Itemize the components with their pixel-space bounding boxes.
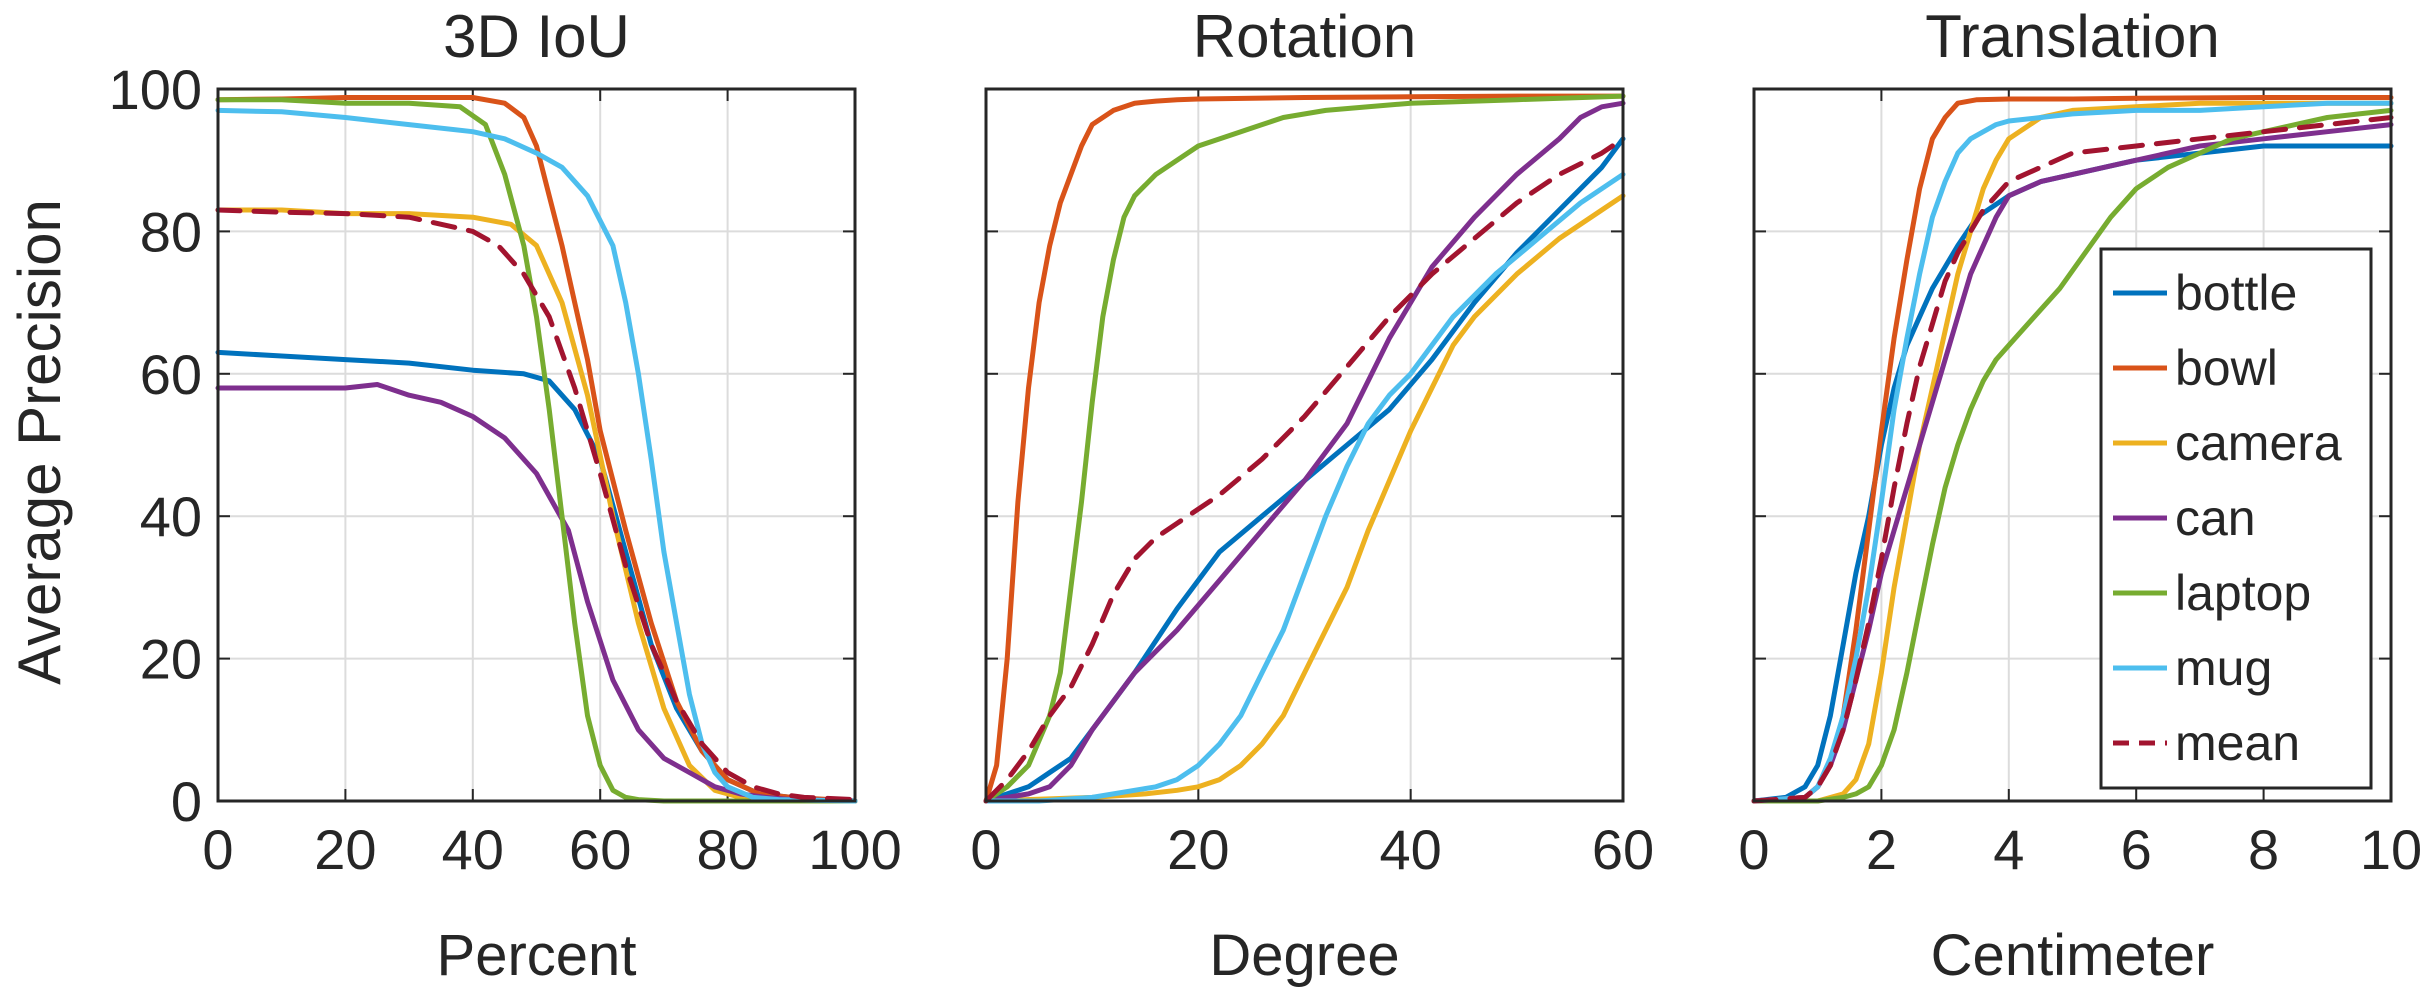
legend-label: can [2175,490,2256,546]
x-tick-label: 0 [970,818,1001,881]
chart-title: Translation [1925,3,2220,70]
x-tick-label: 80 [696,818,758,881]
series-line-laptop [215,97,858,804]
chart-title: Rotation [1193,3,1416,70]
legend-item-mean: mean [2113,715,2300,771]
x-tick-label: 4 [1993,818,2024,881]
series-line-camera [983,193,1626,804]
legend-item-bottle: bottle [2113,265,2297,321]
legend-item-laptop: laptop [2113,565,2311,621]
series-line-mean [215,207,858,803]
series-group [1751,95,2394,804]
series-line-bowl [983,93,1626,804]
legend-label: laptop [2175,565,2311,621]
series-line-mug [983,171,1626,804]
y-tick-label: 20 [140,628,202,691]
series-line-can [215,382,858,804]
series-group [983,93,1626,804]
y-tick-label: 0 [171,770,202,833]
axes-frame [216,87,857,803]
legend-label: camera [2175,415,2342,471]
y-axis-label: Average Precision [6,199,73,685]
x-tick-label: 60 [1592,818,1654,881]
x-tick-label: 0 [1738,818,1769,881]
legend-label: mug [2175,640,2272,696]
series-line-mug [1751,100,2394,804]
x-tick-label: 40 [1380,818,1442,881]
y-tick-label: 100 [109,58,202,121]
legend-label: bottle [2175,265,2297,321]
chart-title: 3D IoU [443,3,630,70]
x-tick-label: 8 [2248,818,2279,881]
x-tick-label: 6 [2121,818,2152,881]
legend-label: bowl [2175,340,2278,396]
series-line-mug [215,107,858,804]
y-tick-label: 40 [140,485,202,548]
x-axis-label: Degree [1209,923,1399,988]
x-tick-label: 20 [1167,818,1229,881]
x-axis-label: Centimeter [1931,923,2215,988]
series-line-mean [1751,115,2394,804]
series-line-camera [1751,100,2394,804]
axes-frame [1752,87,2393,803]
x-tick-label: 10 [2360,818,2422,881]
x-tick-label: 20 [314,818,376,881]
legend-item-mug: mug [2113,640,2272,696]
y-tick-label: 80 [140,200,202,263]
x-tick-label: 40 [442,818,504,881]
legend: bottle bowl camera can laptop mug mean [2099,247,2373,790]
series-line-bowl [215,95,858,804]
legend-item-can: can [2113,490,2256,546]
panel-translation: 0 2 4 6 8 10 Translation Centimeter [1738,3,2422,988]
panel-3d-iou: 0 20 40 60 80 100 0 20 40 60 80 100 3D IoU Percent [109,3,902,988]
series-line-bottle [983,136,1626,804]
series-line-bottle [215,349,858,804]
series-line-camera [215,207,858,804]
legend-item-camera: camera [2113,415,2342,471]
series-line-laptop [983,93,1626,804]
x-tick-label: 60 [569,818,631,881]
series-line-can [983,100,1626,804]
series-group [215,95,858,804]
x-tick-label: 0 [202,818,233,881]
series-line-mean [983,136,1626,804]
y-tick-label: 60 [140,343,202,406]
legend-label: mean [2175,715,2300,771]
panel-rotation: 0 20 40 60 Rotation Degree [970,3,1654,988]
x-tick-label: 2 [1866,818,1897,881]
legend-item-bowl: bowl [2113,340,2278,396]
axes-frame [984,87,1625,803]
x-tick-label: 100 [808,818,901,881]
x-axis-label: Percent [437,923,637,988]
